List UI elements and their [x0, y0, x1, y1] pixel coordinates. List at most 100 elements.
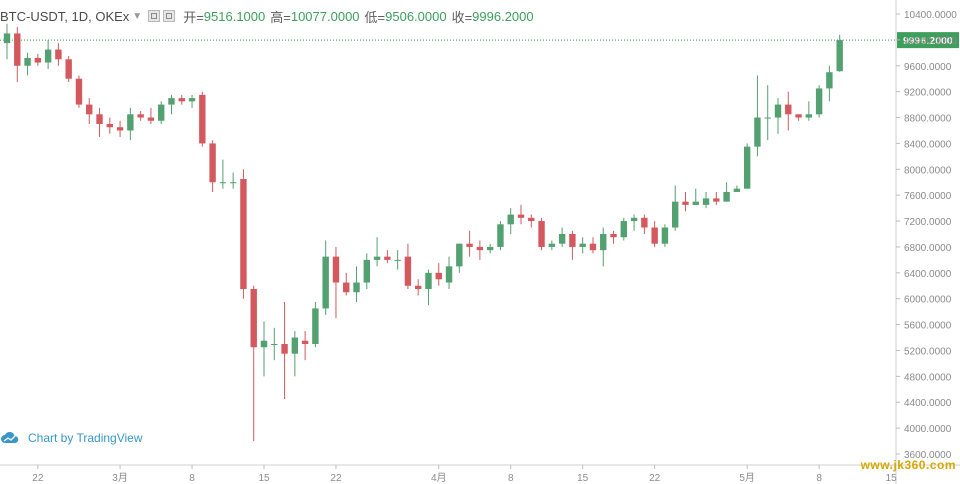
candle	[785, 91, 792, 131]
candle-body	[65, 59, 72, 79]
candle-body	[528, 217, 535, 222]
candle-body	[219, 182, 227, 184]
candle	[476, 240, 484, 260]
candle-body	[692, 201, 699, 205]
candle	[199, 91, 206, 147]
y-tick-label: 7200.0000	[904, 217, 952, 228]
candle	[229, 172, 237, 189]
x-tick-label: 22	[32, 473, 44, 484]
candle	[34, 54, 42, 66]
candle	[743, 143, 751, 189]
candle-body	[291, 337, 299, 354]
candle	[826, 65, 833, 102]
chart-legend: BTC-USDT, 1D, OKEx ▼ 开= 9516.1000 高= 10077…	[0, 6, 534, 26]
candle-body	[209, 143, 216, 183]
candle	[661, 224, 669, 247]
candle	[774, 98, 782, 134]
symbol-label[interactable]: BTC-USDT, 1D, OKEx	[0, 8, 130, 24]
candle-body	[373, 256, 381, 260]
candle-body	[774, 104, 782, 118]
candle-body	[836, 40, 843, 72]
candle	[466, 230, 473, 257]
candle	[507, 208, 514, 234]
candle-body	[158, 104, 165, 121]
x-tick-label: 4月	[431, 472, 447, 484]
candle	[332, 246, 340, 319]
candle-body	[312, 308, 319, 344]
x-tick-label: 8	[816, 473, 822, 484]
candle-body	[363, 259, 370, 283]
candle-body	[281, 344, 288, 354]
candle	[384, 250, 391, 264]
y-tick-label: 4800.0000	[904, 372, 952, 383]
watermark-text: Chart by TradingView	[28, 431, 143, 445]
candle-body	[404, 256, 412, 286]
candle-body	[641, 217, 648, 228]
tradingview-cloud-icon	[1, 431, 19, 443]
y-tick-label: 10000.0000	[904, 36, 957, 47]
candle-body	[332, 256, 340, 283]
x-axis: 22 3月 8 15 22 4月 8 15 22 5月 8 15	[0, 464, 960, 484]
candle	[168, 94, 175, 115]
y-tick-label: 8800.0000	[904, 114, 952, 125]
candle-body	[630, 217, 638, 222]
high-label: 高=	[270, 9, 291, 25]
close-label: 收=	[451, 9, 473, 25]
candle	[147, 107, 155, 124]
candle-body	[271, 344, 278, 345]
candle	[55, 43, 62, 66]
candle-body	[497, 224, 504, 247]
y-tick-label: 5600.0000	[904, 321, 952, 332]
candle	[528, 214, 535, 228]
close-value: 9996.2000	[472, 8, 534, 24]
candle	[600, 227, 607, 267]
candle-body	[507, 214, 514, 225]
candle-body	[24, 58, 31, 66]
candle	[425, 269, 432, 306]
candle	[589, 237, 597, 254]
candle-body	[14, 33, 21, 66]
open-label: 开=	[183, 9, 204, 25]
candle	[620, 217, 627, 241]
candle-body	[815, 88, 823, 115]
candle	[630, 214, 638, 231]
candle-body	[805, 114, 813, 118]
low-label: 低=	[364, 9, 386, 25]
y-tick-label: 4000.0000	[904, 424, 952, 435]
low-value: 9506.0000	[385, 8, 447, 24]
candle	[219, 159, 227, 189]
candle	[610, 230, 617, 244]
y-tick-label: 8400.0000	[904, 139, 952, 150]
tradingview-watermark[interactable]: Chart by TradingView	[0, 428, 143, 448]
candle	[394, 250, 401, 270]
site-watermark-stamp: www.jk360.com	[860, 458, 956, 472]
candle-body	[600, 234, 607, 251]
chevron-down-icon[interactable]: ▼	[132, 10, 143, 22]
hide-series-button[interactable]	[148, 10, 161, 22]
candle-body	[322, 256, 329, 309]
series-settings-button[interactable]	[163, 10, 176, 22]
y-tick-label: 8000.0000	[904, 165, 952, 176]
candle-body	[384, 256, 391, 260]
candle	[158, 101, 165, 124]
candle-body	[34, 58, 42, 63]
candle	[672, 185, 679, 231]
candle	[538, 217, 545, 251]
candle-body	[353, 282, 360, 293]
x-tick-label: 22	[649, 473, 661, 484]
candle-body	[96, 114, 103, 124]
candle-body	[394, 259, 401, 261]
candle-body	[795, 114, 802, 118]
candle	[486, 243, 494, 254]
candle	[250, 285, 257, 442]
candle-body	[610, 234, 617, 238]
candle	[713, 191, 720, 205]
candle	[65, 56, 72, 82]
candle-body	[343, 282, 350, 293]
candle-body	[589, 243, 597, 251]
candle-body	[178, 98, 185, 102]
x-tick-label: 22	[330, 473, 342, 484]
candle-body	[538, 221, 545, 247]
candle-body	[199, 94, 206, 144]
candle	[404, 243, 412, 289]
